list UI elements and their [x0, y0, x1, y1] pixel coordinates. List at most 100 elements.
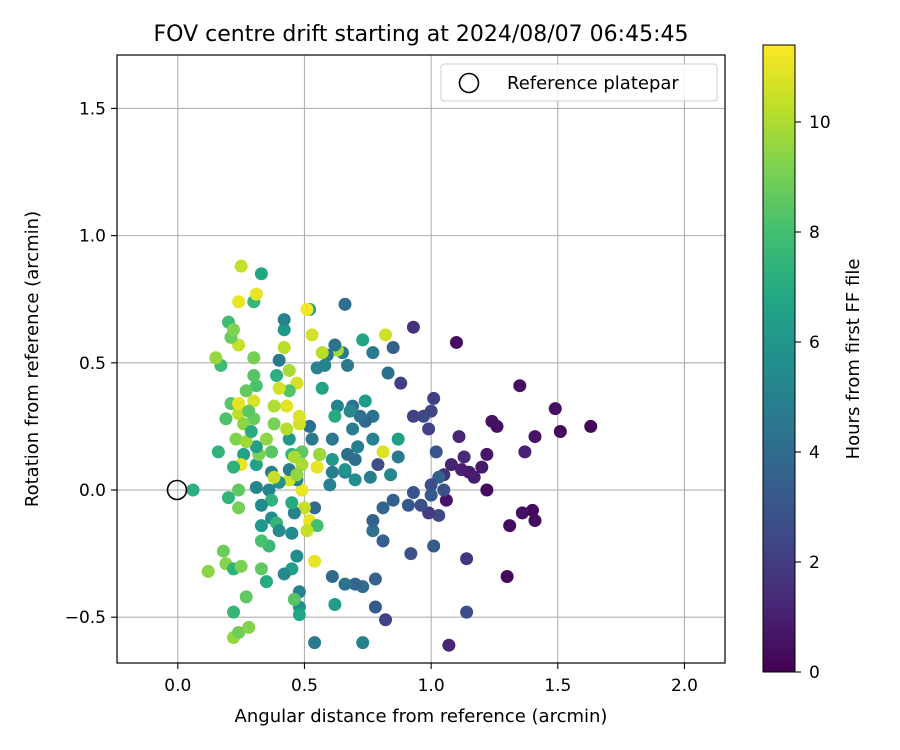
data-point — [424, 488, 438, 502]
data-point — [227, 323, 241, 337]
data-point — [394, 376, 408, 390]
data-point — [267, 417, 281, 431]
data-point — [503, 519, 517, 533]
data-point — [475, 460, 489, 474]
data-point — [379, 613, 393, 627]
data-point — [282, 363, 296, 377]
plot-frame — [116, 54, 726, 664]
colorbar-tick-label: 0 — [809, 663, 820, 683]
data-point — [480, 483, 494, 497]
data-point — [234, 259, 248, 273]
data-point — [280, 399, 294, 413]
data-point — [356, 333, 370, 347]
data-point — [328, 597, 342, 611]
data-point — [254, 519, 268, 533]
data-point — [290, 549, 304, 563]
data-point — [308, 501, 322, 515]
data-point — [297, 501, 311, 515]
data-point — [315, 381, 329, 395]
data-point — [285, 496, 299, 510]
data-point — [277, 323, 291, 337]
data-point — [467, 470, 481, 484]
data-point — [216, 544, 230, 558]
data-point — [310, 460, 324, 474]
data-point — [424, 478, 438, 492]
data-point — [249, 440, 263, 454]
data-point — [277, 341, 291, 355]
data-point — [295, 483, 309, 497]
data-point — [287, 450, 301, 464]
data-point — [232, 407, 246, 421]
x-tick-label: 0.5 — [291, 676, 318, 696]
data-point — [338, 463, 352, 477]
data-point — [460, 552, 474, 566]
data-point — [444, 458, 458, 472]
data-point — [267, 399, 281, 413]
colorbar-tick-label: 2 — [809, 553, 820, 573]
data-point — [406, 320, 420, 334]
colorbar-tick-label: 8 — [809, 223, 820, 243]
data-point — [272, 353, 286, 367]
data-point — [553, 425, 567, 439]
data-point — [366, 514, 380, 528]
data-point — [287, 506, 301, 520]
data-point — [366, 346, 380, 360]
data-point — [272, 381, 286, 395]
colorbar-label: Hours from first FF file — [843, 259, 864, 460]
data-point — [442, 638, 456, 652]
data-point — [308, 636, 322, 650]
data-point — [290, 468, 304, 482]
data-point — [379, 328, 393, 342]
data-point — [254, 534, 268, 548]
data-point — [338, 577, 352, 591]
data-point — [353, 409, 367, 423]
data-point — [366, 524, 380, 538]
data-point — [500, 570, 514, 584]
data-point — [351, 440, 365, 454]
data-point — [437, 483, 451, 497]
data-point — [308, 554, 322, 568]
data-point — [209, 351, 223, 365]
data-point — [480, 447, 494, 461]
data-point — [391, 432, 405, 446]
data-point — [292, 608, 306, 622]
colorbar: 0 2 4 6 8 10 Hours from first FF file — [762, 44, 864, 683]
data-point — [219, 412, 233, 426]
data-point — [325, 465, 339, 479]
data-point — [528, 430, 542, 444]
data-point — [303, 419, 317, 433]
y-axis-label: Rotation from reference (arcmin) — [22, 211, 43, 507]
data-point — [282, 384, 296, 398]
data-point — [239, 384, 253, 398]
legend-box — [440, 63, 718, 102]
data-point — [343, 404, 357, 418]
data-point — [272, 524, 286, 538]
data-point — [282, 432, 296, 446]
data-point — [232, 295, 246, 309]
data-point — [422, 422, 436, 436]
data-point — [277, 567, 291, 581]
data-point — [234, 559, 248, 573]
data-point — [221, 491, 235, 505]
colorbar-tick-label: 4 — [809, 443, 820, 463]
data-point — [305, 432, 319, 446]
data-point — [249, 458, 263, 472]
data-point — [249, 287, 263, 301]
data-point — [376, 534, 390, 548]
data-point — [300, 302, 314, 316]
data-point — [376, 501, 390, 515]
data-points — [186, 259, 598, 652]
data-point — [368, 600, 382, 614]
y-tick-label: 1.0 — [79, 227, 106, 247]
colorbar-tick-label: 6 — [809, 333, 820, 353]
data-point — [232, 625, 246, 639]
data-point — [267, 470, 281, 484]
colorbar-tick-label: 10 — [809, 113, 831, 133]
colorbar-gradient — [762, 44, 796, 673]
data-point — [242, 620, 256, 634]
data-point — [452, 430, 466, 444]
data-point — [401, 498, 415, 512]
data-point — [391, 450, 405, 464]
data-point — [363, 470, 377, 484]
